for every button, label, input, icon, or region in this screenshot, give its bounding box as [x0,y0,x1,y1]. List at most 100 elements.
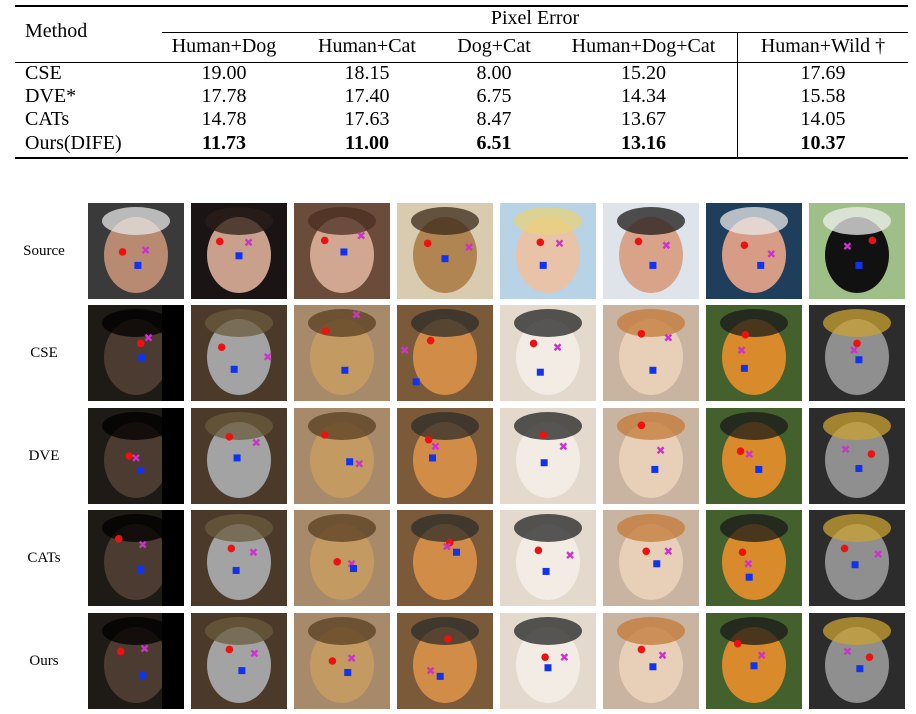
keypoint-magenta [244,238,253,247]
source-image [809,203,905,299]
table-cell-best: 10.37 [800,132,846,154]
keypoint-blue [755,465,763,473]
keypoint-blue [542,567,550,575]
keypoint-blue [536,368,544,376]
keypoint-magenta [357,231,366,240]
table-cell: 15.58 [800,85,846,107]
keypoint-magenta [566,551,574,559]
target-image [809,613,905,709]
keypoint-magenta [140,644,149,653]
keypoint-red [217,343,226,352]
target-image [191,510,287,606]
top-rule [15,5,908,7]
keypoint-magenta [850,346,858,354]
keypoint-blue [238,667,246,675]
keypoint-magenta [355,459,364,468]
table-cell: 14.78 [201,108,247,130]
keypoint-magenta [737,346,746,354]
method-name: CATs [25,108,70,130]
method-name: CSE [25,62,62,84]
source-image [603,203,699,299]
target-image [500,510,596,606]
target-image [706,305,802,401]
keypoint-magenta [745,450,754,458]
table-cell-best: 13.16 [621,132,666,154]
keypoint-blue [745,573,753,581]
keypoint-magenta [352,310,361,319]
source-image [88,203,184,299]
row-label: CATs [27,550,61,566]
keypoint-blue [539,261,547,269]
keypoint-blue [412,378,420,386]
keypoint-blue [350,565,358,573]
keypoint-red [634,237,643,246]
keypoint-magenta [757,651,766,660]
target-image [191,613,287,709]
keypoint-red [529,339,538,348]
target-image [706,408,802,504]
column-header: Human+Dog [171,35,277,57]
target-image [603,510,699,606]
target-image [88,613,184,709]
keypoint-magenta [141,246,150,254]
source-image [706,203,802,299]
keypoint-blue [851,561,859,569]
method-name: DVE* [25,85,77,107]
keypoint-red [637,330,646,338]
target-image [809,510,905,606]
header-rule [15,62,908,63]
keypoint-blue [649,366,657,374]
keypoint-red [868,236,877,245]
keypoint-red [740,241,749,250]
keypoint-red [865,653,874,661]
keypoint-red [736,447,745,455]
row-label: Source [23,243,65,259]
row-label: Ours [29,653,59,669]
target-image [706,613,802,709]
keypoint-blue [649,261,657,269]
keypoint-magenta [250,649,259,658]
keypoint-blue [651,465,659,473]
table-cell: 17.40 [344,85,390,107]
keypoint-blue [340,248,348,256]
table-cell: 6.75 [476,85,512,107]
keypoint-red [225,433,234,441]
pixel-error-rule [162,32,908,33]
table-cell: 13.67 [621,108,666,130]
keypoint-magenta [843,242,852,251]
qualitative-figure: Source CSE DVE CATs Ours [0,195,916,714]
keypoint-magenta [132,454,140,462]
source-image [191,203,287,299]
table-cell-best: 11.00 [345,132,389,154]
keypoint-magenta [559,442,568,451]
keypoint-magenta [874,550,882,559]
keypoint-blue [232,566,240,574]
source-image [294,203,390,299]
target-image [397,510,493,606]
keypoint-magenta [664,547,673,556]
keypoint-blue [653,560,661,568]
keypoint-red [333,558,341,566]
target-image [88,510,184,606]
keypoint-red [840,544,849,553]
keypoint-red [741,330,750,339]
target-image [500,305,596,401]
keypoint-blue [138,354,146,362]
row-label: CSE [30,345,58,361]
table-cell-best: 11.73 [202,132,246,154]
keypoint-magenta [843,647,852,656]
results-table: Method Pixel Error Human+Dog Human+Cat D… [15,5,908,185]
keypoint-magenta [560,653,569,662]
keypoint-blue [139,671,147,679]
keypoint-magenta [767,250,776,258]
keypoint-red [642,547,650,556]
keypoint-red [321,327,330,335]
keypoint-magenta [347,654,356,662]
target-image [706,510,802,606]
keypoint-magenta [465,243,473,252]
table-cell: 18.15 [344,62,390,84]
keypoint-blue [750,662,758,670]
method-header: Method [25,20,88,42]
table-cell: 14.34 [621,85,666,107]
target-image [397,613,493,709]
